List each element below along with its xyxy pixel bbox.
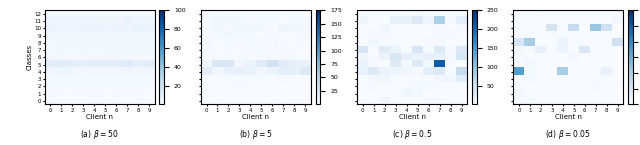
- Text: (a) $\beta = 50$: (a) $\beta = 50$: [81, 128, 119, 141]
- Text: (c) $\beta = 0.5$: (c) $\beta = 0.5$: [392, 128, 432, 141]
- Text: (d) $\beta = 0.05$: (d) $\beta = 0.05$: [545, 128, 591, 141]
- Y-axis label: Classes: Classes: [27, 44, 33, 70]
- X-axis label: Client n: Client n: [555, 114, 582, 120]
- Text: (b) $\beta = 5$: (b) $\beta = 5$: [239, 128, 273, 141]
- X-axis label: Client n: Client n: [399, 114, 426, 120]
- X-axis label: Client n: Client n: [243, 114, 269, 120]
- X-axis label: Client n: Client n: [86, 114, 113, 120]
